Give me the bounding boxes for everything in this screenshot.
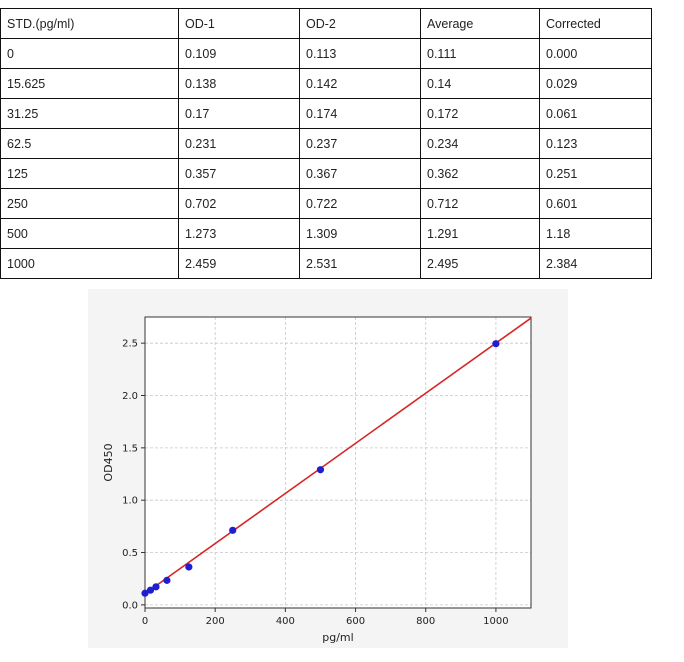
y-tick-label: 2.5	[122, 339, 138, 350]
data-point	[185, 563, 193, 571]
table-cell: 0.601	[539, 188, 652, 219]
table-cell: 0.231	[178, 128, 300, 159]
table-cell: 0.123	[539, 128, 652, 159]
y-tick-label: 0.5	[122, 548, 138, 559]
table-cell: 0.722	[299, 188, 421, 219]
table-cell: 0.174	[299, 98, 421, 129]
table-cell: 2.495	[420, 248, 540, 279]
table-cell: 250	[0, 188, 179, 219]
table-cell: 15.625	[0, 68, 179, 99]
table-header-cell: STD.(pg/ml)	[0, 8, 179, 39]
table-cell: 0.142	[299, 68, 421, 99]
table-cell: 0.234	[420, 128, 540, 159]
table-header-row: STD.(pg/ml) OD-1 OD-2 Average Corrected	[0, 8, 652, 39]
data-point	[316, 466, 325, 474]
table-header-cell: Corrected	[539, 8, 652, 39]
x-tick-label: 0	[142, 616, 148, 627]
y-tick-label: 1.0	[122, 496, 138, 507]
table-cell: 0.138	[178, 68, 300, 99]
table-cell: 1.273	[178, 218, 300, 249]
fit-line	[144, 317, 532, 595]
table-cell: 0	[0, 38, 179, 69]
table-cell: 0.111	[420, 38, 540, 69]
table-cell: 0.362	[420, 158, 540, 189]
table-row: 250 0.702 0.722 0.712 0.601	[0, 188, 652, 219]
data-point	[229, 526, 237, 534]
calibration-chart: 0 200 400 600 800 1000 0.0 0.5 1.0 1.5 2.0 2.5 pg/ml…	[102, 316, 532, 644]
table-cell: 0.029	[539, 68, 652, 99]
standards-table: STD.(pg/ml) OD-1 OD-2 Average Corrected 0 0.10…	[0, 8, 652, 279]
table-header-cell: Average	[420, 8, 540, 39]
data-point	[492, 340, 500, 348]
table-cell: 0.702	[178, 188, 300, 219]
table-cell: 2.459	[178, 248, 300, 279]
data-point	[146, 586, 155, 594]
table-row: 62.5 0.231 0.237 0.234 0.123	[0, 128, 652, 159]
table-cell: 0.251	[539, 158, 652, 189]
data-point	[152, 583, 160, 591]
table-cell: 0.237	[299, 128, 421, 159]
y-tick-label: 1.5	[122, 443, 138, 454]
x-axis-label: pg/ml	[322, 631, 353, 644]
y-tick-label: 0.0	[122, 600, 138, 611]
table-cell: 0.357	[178, 158, 300, 189]
table-row: 1000 2.459 2.531 2.495 2.384	[0, 248, 652, 279]
table-header-cell: OD-2	[299, 8, 421, 39]
calibration-plot-panel: 0 200 400 600 800 1000 0.0 0.5 1.0 1.5 2.0 2.5 pg/ml…	[88, 289, 568, 648]
data-point	[141, 589, 149, 597]
table-row: 500 1.273 1.309 1.291 1.18	[0, 218, 652, 249]
table-cell: 0.367	[299, 158, 421, 189]
table-cell: 1000	[0, 248, 179, 279]
table-cell: 62.5	[0, 128, 179, 159]
table-row: 31.25 0.17 0.174 0.172 0.061	[0, 98, 652, 129]
table-row: 0 0.109 0.113 0.111 0.000	[0, 38, 652, 69]
table-cell: 2.531	[299, 248, 421, 279]
data-point	[163, 576, 171, 584]
table-row: 15.625 0.138 0.142 0.14 0.029	[0, 68, 652, 99]
table-cell: 0.172	[420, 98, 540, 129]
table-cell: 1.309	[299, 218, 421, 249]
table-cell: 500	[0, 218, 179, 249]
table-cell: 0.14	[420, 68, 540, 99]
y-axis-label: OD450	[102, 443, 115, 481]
plot-frame	[144, 316, 532, 609]
table-cell: 0.17	[178, 98, 300, 129]
x-tick-label: 1000	[483, 616, 508, 627]
table-cell: 125	[0, 158, 179, 189]
table-row: 125 0.357 0.367 0.362 0.251	[0, 158, 652, 189]
table-cell: 1.18	[539, 218, 652, 249]
table-cell: 0.712	[420, 188, 540, 219]
table-header-cell: OD-1	[178, 8, 300, 39]
table-cell: 0.113	[299, 38, 421, 69]
table-cell: 0.061	[539, 98, 652, 129]
table-cell: 0.109	[178, 38, 300, 69]
table-cell: 1.291	[420, 218, 540, 249]
x-tick-label: 800	[416, 616, 435, 627]
x-tick-label: 400	[276, 616, 295, 627]
table-cell: 2.384	[539, 248, 652, 279]
plot-area	[145, 317, 531, 608]
x-tick-label: 200	[206, 616, 225, 627]
table-cell: 0.000	[539, 38, 652, 69]
y-tick-label: 2.0	[122, 391, 138, 402]
table-cell: 31.25	[0, 98, 179, 129]
x-tick-label: 600	[346, 616, 365, 627]
